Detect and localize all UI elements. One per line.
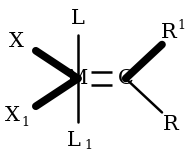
Text: R: R xyxy=(163,115,178,134)
Text: M: M xyxy=(67,69,88,88)
Text: X: X xyxy=(4,106,19,125)
Text: 1: 1 xyxy=(177,19,185,32)
Text: 1: 1 xyxy=(84,139,92,152)
Text: X: X xyxy=(9,32,24,51)
Text: 1: 1 xyxy=(21,116,29,129)
Text: L: L xyxy=(67,131,81,150)
Text: R: R xyxy=(161,23,177,42)
Text: L: L xyxy=(71,9,85,28)
Text: C: C xyxy=(118,69,134,88)
